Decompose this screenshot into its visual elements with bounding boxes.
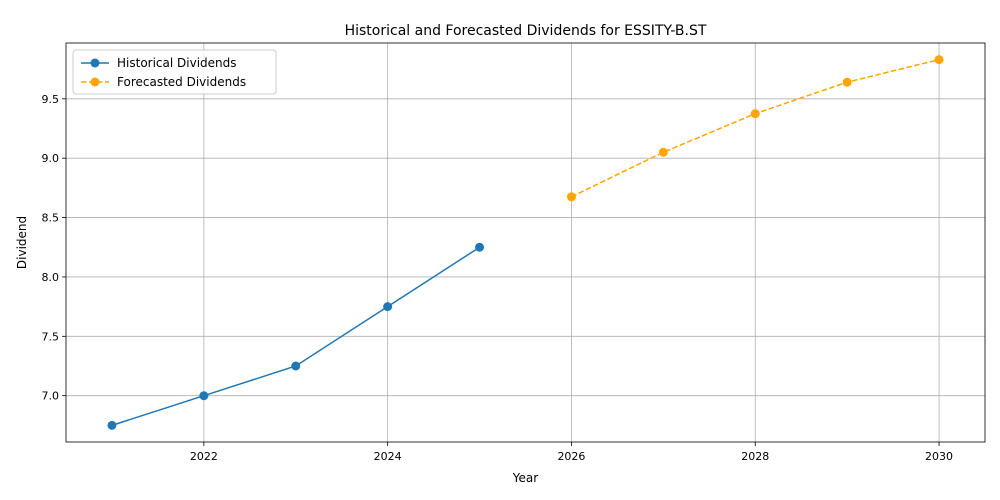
x-tick-label: 2024 [374,450,402,463]
y-tick-label: 9.0 [42,152,60,165]
y-tick-label: 9.5 [42,93,60,106]
y-axis-label: Dividend [15,216,29,269]
y-tick-label: 8.5 [42,212,60,225]
data-point [383,302,393,312]
series-historical [107,242,485,430]
legend-swatch-marker [90,77,100,87]
data-point [934,55,944,65]
y-tick-label: 8.0 [42,271,60,284]
y-tick-label: 7.5 [42,330,60,343]
series-forecasted [566,55,944,202]
grid [66,43,985,442]
legend: Historical Dividends Forecasted Dividends [72,49,277,95]
chart-title: Historical and Forecasted Dividends for … [345,23,707,39]
data-point [475,242,485,252]
x-tick-label: 2028 [741,450,769,463]
series-group [107,55,944,430]
data-point [750,109,760,119]
legend-entry-label: Forecasted Dividends [117,75,246,89]
data-point [842,77,852,87]
plot-area-frame [65,42,986,443]
data-point [107,420,117,430]
legend-entry-label: Historical Dividends [117,56,237,70]
y-tick-label: 7.0 [42,390,60,403]
data-point [658,147,668,157]
data-point [291,361,301,371]
x-tick-label: 2026 [557,450,585,463]
data-point [199,391,209,401]
data-point [566,192,576,202]
x-tick-label: 2030 [925,450,953,463]
legend-box [72,49,277,95]
x-axis-label: Year [512,471,538,485]
x-axis-ticks: 2022 2024 2026 2028 2030 [190,442,953,463]
legend-swatch-marker [90,58,100,68]
x-tick-label: 2022 [190,450,218,463]
y-axis-ticks: 7.0 7.5 8.0 8.5 9.0 9.5 [42,93,66,403]
